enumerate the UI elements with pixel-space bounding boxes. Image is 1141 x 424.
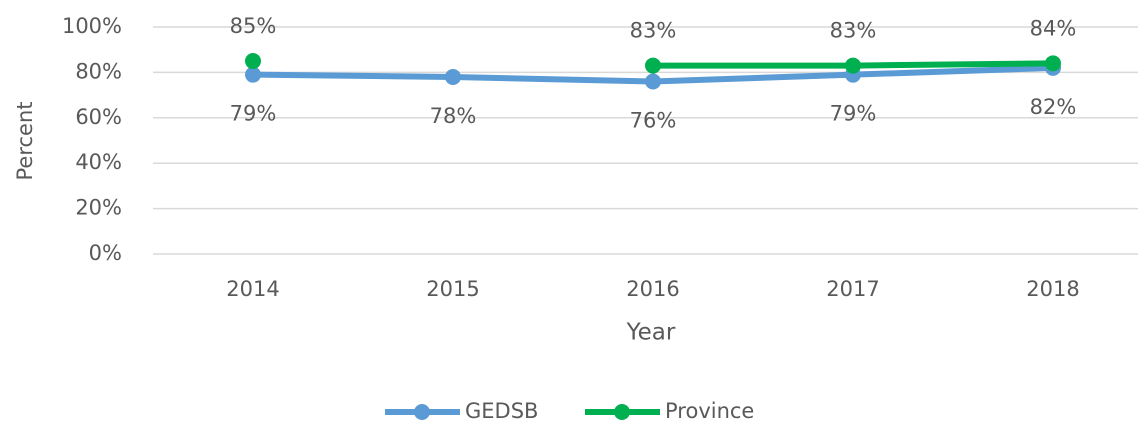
data-label: 83% (630, 19, 677, 43)
y-axis-label: Percent (13, 101, 37, 180)
y-tick-label: 100% (62, 14, 122, 38)
data-label: 79% (830, 102, 877, 126)
point (1045, 55, 1061, 72)
point (845, 57, 861, 74)
y-tick-label: 0% (89, 241, 122, 265)
x-tick-label: 2017 (826, 277, 879, 301)
data-label: 76% (630, 108, 677, 132)
point (645, 57, 661, 74)
legend-label: GEDSB (465, 399, 538, 423)
data-label: 83% (830, 19, 877, 43)
x-tick-label: 2014 (226, 277, 279, 301)
point (445, 68, 461, 85)
x-tick-label: 2018 (1026, 277, 1079, 301)
data-label: 82% (1030, 95, 1077, 119)
y-tick-label: 20% (75, 196, 122, 220)
legend-label: Province (665, 399, 754, 423)
point (245, 66, 261, 83)
legend-marker (414, 404, 430, 420)
y-tick-label: 60% (75, 105, 122, 129)
data-label: 85% (230, 14, 277, 38)
x-tick-label: 2016 (626, 277, 679, 301)
point (245, 53, 261, 70)
y-tick-label: 40% (75, 150, 122, 174)
x-tick-label: 2015 (426, 277, 479, 301)
data-label: 84% (1030, 16, 1077, 40)
data-label: 79% (230, 102, 277, 126)
legend-marker (614, 404, 630, 420)
y-tick-label: 80% (75, 59, 122, 83)
point (645, 73, 661, 90)
data-label: 78% (430, 104, 477, 128)
x-axis-label: Year (626, 320, 676, 346)
